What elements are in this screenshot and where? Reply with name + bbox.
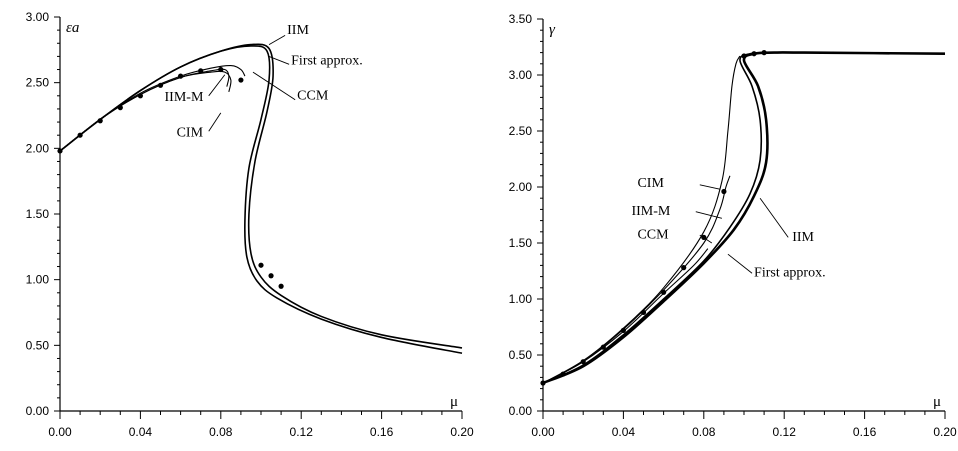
y-tick-label: 2.50 (509, 124, 533, 138)
y-tick-label: 2.50 (26, 76, 50, 90)
annotation-leader (208, 112, 222, 132)
data-marker (258, 262, 264, 268)
series-line-iim (542, 51, 946, 385)
y-axis-label: γ (549, 22, 556, 38)
data-marker (198, 68, 204, 74)
data-marker (137, 93, 143, 99)
data-marker (57, 148, 63, 154)
x-tick-label: 0.12 (290, 425, 314, 439)
y-tick-label: 0.00 (509, 404, 533, 418)
annotation-leader (727, 253, 753, 274)
annotation-leader (268, 55, 290, 65)
y-tick-label: 3.00 (26, 10, 50, 24)
x-tick-label: 0.16 (853, 425, 877, 439)
series-line-cim (542, 55, 741, 384)
data-marker (560, 371, 566, 377)
y-axis-label: εa (66, 20, 79, 36)
data-marker (580, 359, 586, 365)
annotation-label: IIM-M (165, 90, 204, 105)
annotation-leader (695, 211, 723, 219)
y-tick-label: 3.00 (509, 68, 533, 82)
series-line-first-approx- (542, 51, 946, 384)
annotation-leader (759, 197, 789, 238)
right-chart-panel: 0.00 0.04 0.08 0.12 0.16 0.20 0.00 0.50 1.00 1.50… (509, 12, 957, 439)
data-marker (741, 53, 747, 59)
data-marker (640, 309, 647, 316)
annotation-label: CCM (297, 89, 329, 104)
annotation-label: CCM (637, 228, 669, 243)
annotation-label: IIM (287, 23, 309, 38)
data-marker (278, 283, 284, 289)
data-marker (761, 50, 767, 56)
data-marker (178, 73, 184, 79)
y-tick-label: 3.50 (509, 12, 533, 26)
data-marker (620, 327, 627, 333)
series-line-cim (59, 70, 232, 152)
x-tick-label: 0.00 (48, 425, 72, 439)
data-marker (721, 188, 727, 195)
x-tick-label: 0.04 (129, 425, 153, 439)
annotation-label: IIM (792, 230, 814, 245)
y-tick-label: 2.00 (26, 141, 50, 155)
left-chart-panel: 0.00 0.04 0.08 0.12 0.16 0.20 0.00 0.50 1.00 1.50… (26, 10, 474, 439)
series-line-first-approx- (59, 45, 463, 354)
data-marker (157, 82, 164, 88)
annotation-label: First approx. (291, 53, 363, 68)
annotation-leader (699, 184, 720, 190)
data-marker (117, 105, 123, 111)
annotation-label: CIM (177, 126, 204, 141)
x-axis-label: μ (450, 394, 458, 410)
y-tick-label: 2.00 (509, 180, 533, 194)
annotation-label: First approx. (754, 266, 826, 281)
annotation-leader (699, 234, 713, 244)
series-line-ccm (59, 65, 246, 152)
annotation-label: CIM (637, 176, 664, 191)
data-marker (600, 344, 606, 350)
y-tick-label: 1.50 (509, 236, 533, 250)
x-tick-label: 0.08 (209, 425, 233, 439)
annotation-leader (252, 71, 296, 101)
x-tick-label: 0.20 (450, 425, 474, 439)
x-tick-label: 0.16 (370, 425, 394, 439)
data-marker (751, 51, 757, 57)
y-tick-label: 0.00 (26, 404, 50, 418)
annotation-leader (208, 74, 226, 97)
data-marker (661, 289, 667, 295)
y-tick-label: 0.50 (509, 348, 533, 362)
x-tick-label: 0.04 (612, 425, 636, 439)
x-tick-label: 0.20 (933, 425, 957, 439)
annotation-label: IIM-M (631, 204, 670, 219)
data-marker (681, 265, 687, 271)
data-marker (77, 132, 83, 138)
annotation-leader (268, 34, 286, 45)
data-marker (238, 77, 244, 83)
data-marker (540, 380, 546, 386)
series-line-iim-m (59, 68, 230, 152)
data-marker (268, 273, 274, 279)
x-axis-label: μ (933, 394, 941, 410)
y-tick-label: 1.00 (509, 292, 533, 306)
y-tick-label: 1.00 (26, 273, 50, 287)
x-tick-label: 0.12 (773, 425, 797, 439)
x-tick-label: 0.00 (531, 425, 555, 439)
data-marker (218, 66, 224, 73)
series-line-iim (59, 43, 463, 349)
data-marker (97, 118, 103, 124)
x-tick-label: 0.08 (692, 425, 716, 439)
y-tick-label: 1.50 (26, 207, 50, 221)
y-tick-label: 0.50 (26, 338, 50, 352)
